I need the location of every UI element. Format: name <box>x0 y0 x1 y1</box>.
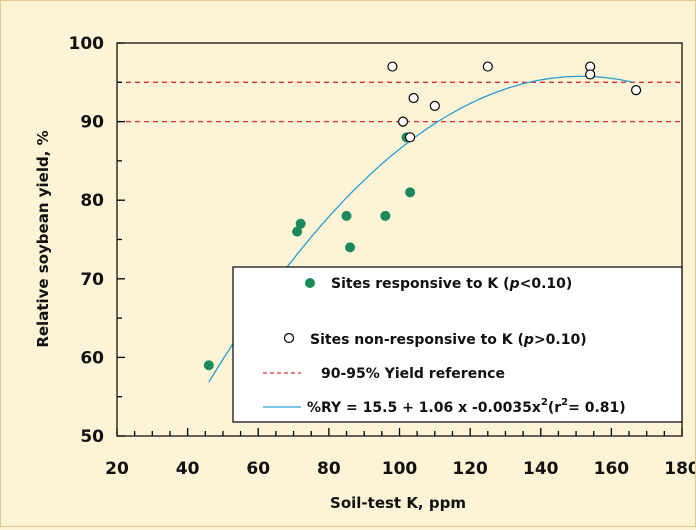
point-nonresponsive <box>630 85 642 96</box>
x-tick-label: 120 <box>452 459 488 479</box>
point-responsive <box>203 360 214 371</box>
legend-box <box>232 266 683 423</box>
legend-item-nonresponsive: Sites non-responsive to K (p>0.10) <box>283 332 587 348</box>
x-tick-label: 100 <box>382 459 418 479</box>
x-ticks: 20 40 60 80 100 120 140 160 180 <box>105 428 696 479</box>
y-tick-label: 70 <box>80 270 104 290</box>
legend-label-nonresponsive: Sites non-responsive to K (p>0.10) <box>310 332 587 348</box>
y-axis-label: Relative soybean yield, % <box>34 130 52 347</box>
legend-item-curve: %RY = 15.5 + 1.06 x -0.0035x2(r2= 0.81) <box>263 397 626 416</box>
point-nonresponsive <box>404 132 416 143</box>
y-tick-label: 80 <box>80 191 104 211</box>
x-axis-label: Soil-test K, ppm <box>330 494 466 512</box>
point-responsive <box>380 210 391 221</box>
legend-marker-open <box>283 332 295 344</box>
point-nonresponsive <box>408 92 419 104</box>
y-tick-label: 60 <box>80 348 104 368</box>
legend: Sites responsive to K (p<0.10) Sites non… <box>232 266 683 423</box>
point-responsive <box>405 187 416 198</box>
point-nonresponsive <box>429 100 440 111</box>
point-responsive <box>292 226 303 237</box>
point-nonresponsive <box>585 69 596 80</box>
point-nonresponsive <box>397 116 409 127</box>
x-tick-label: 60 <box>246 459 270 479</box>
x-tick-label: 40 <box>176 459 200 479</box>
x-tick-label: 160 <box>594 459 630 479</box>
legend-label-reference: 90-95% Yield reference <box>321 366 505 382</box>
legend-label-curve: %RY = 15.5 + 1.06 x -0.0035x2(r2= 0.81) <box>307 397 626 416</box>
legend-marker-filled <box>305 278 315 288</box>
legend-label-responsive: Sites responsive to K (p<0.10) <box>331 276 572 292</box>
point-responsive <box>295 218 306 229</box>
x-tick-label: 140 <box>523 459 559 479</box>
y-tick-label: 100 <box>69 34 105 54</box>
point-responsive <box>341 210 352 221</box>
x-tick-label: 180 <box>664 459 695 479</box>
y-tick-label: 90 <box>80 113 104 133</box>
point-responsive <box>345 242 356 253</box>
y-ticks: 50 60 70 80 90 100 <box>69 34 125 447</box>
point-nonresponsive <box>482 61 493 72</box>
legend-item-responsive: Sites responsive to K (p<0.10) <box>305 276 572 292</box>
point-nonresponsive <box>387 61 398 72</box>
x-tick-label: 20 <box>105 459 129 479</box>
y-tick-label: 50 <box>80 427 104 447</box>
x-tick-label: 80 <box>317 459 341 479</box>
legend-item-reference: 90-95% Yield reference <box>263 366 505 382</box>
reference-lines <box>117 81 682 123</box>
